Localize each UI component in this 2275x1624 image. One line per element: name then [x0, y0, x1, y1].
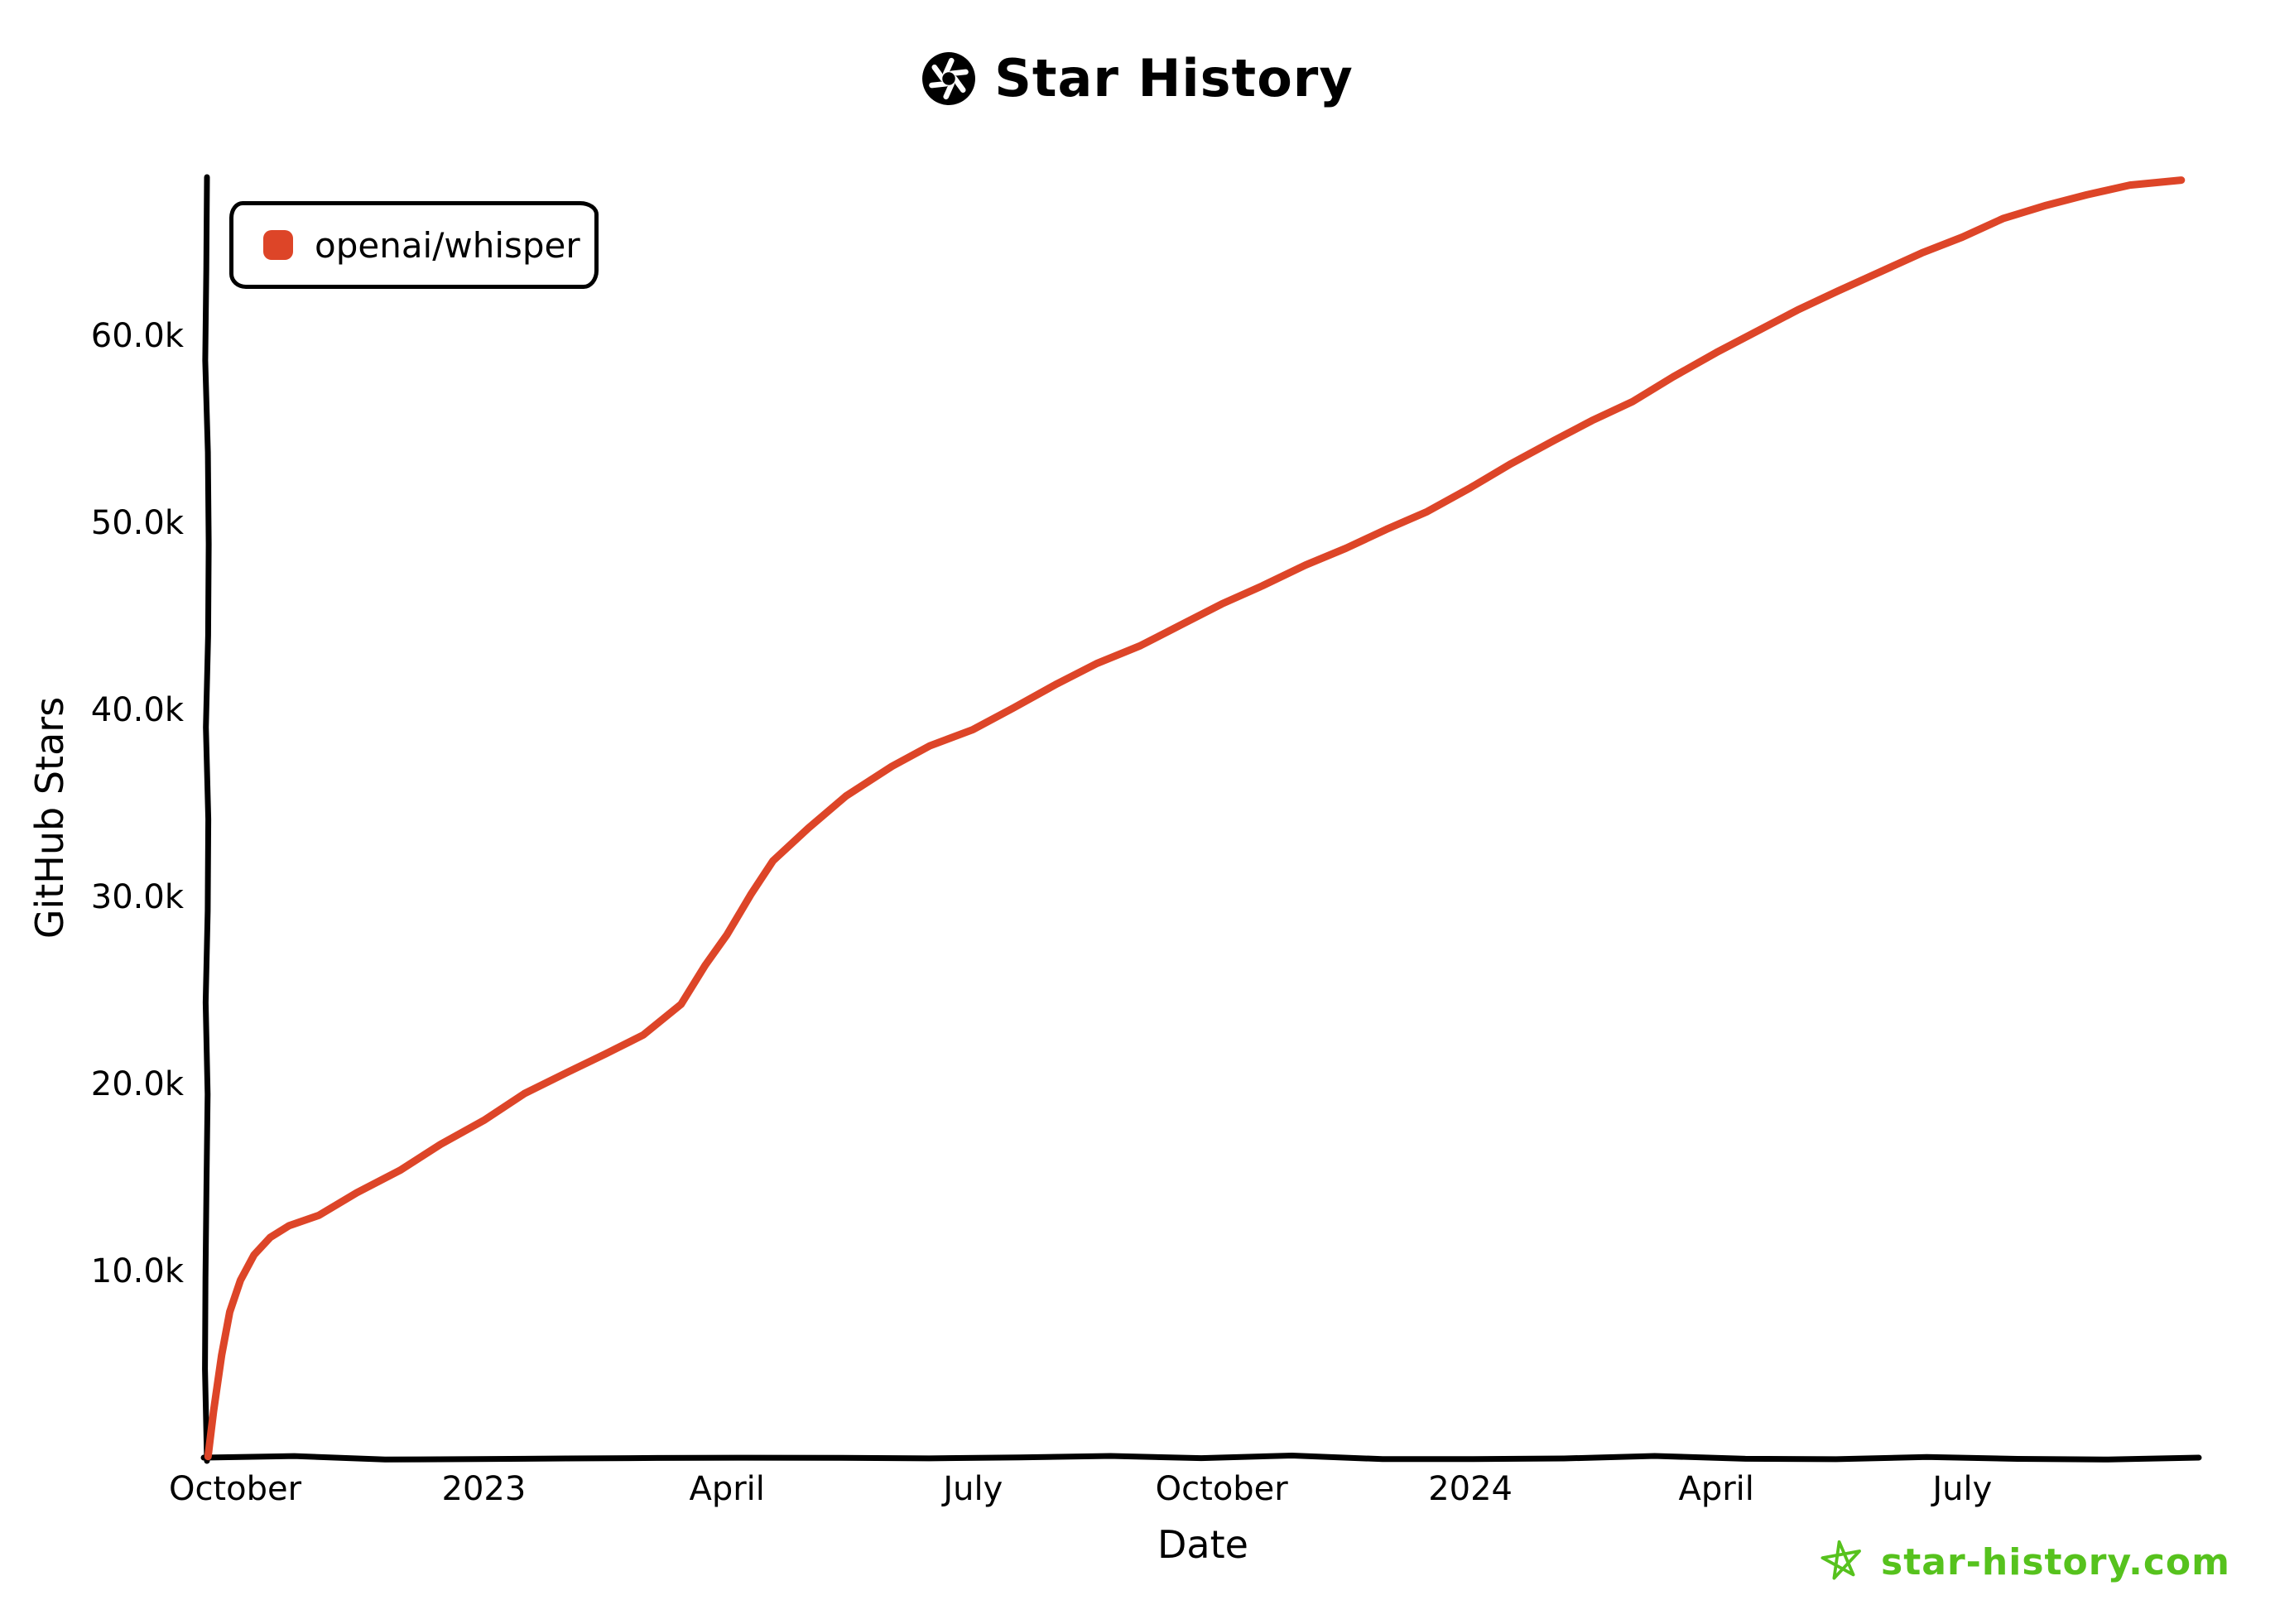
x-tick-label: July — [1930, 1470, 1992, 1508]
x-tick-label: April — [1678, 1470, 1753, 1508]
y-tick-label: 10.0k — [91, 1252, 185, 1290]
y-tick-label: 20.0k — [91, 1065, 185, 1103]
x-tick-label: 2023 — [442, 1470, 527, 1508]
x-tick-label: 2024 — [1428, 1470, 1513, 1508]
site-footer: star-history.com — [1818, 1538, 2230, 1586]
legend[interactable]: openai/whisper — [229, 201, 599, 289]
x-tick-label: October — [1156, 1470, 1289, 1508]
y-tick-label: 30.0k — [91, 878, 185, 916]
legend-series-label: openai/whisper — [315, 224, 580, 266]
star-doodle-icon — [1818, 1538, 1866, 1586]
y-tick-label: 50.0k — [91, 504, 185, 542]
x-axis-line — [200, 1452, 2202, 1463]
series-line-openai-whisper[interactable] — [204, 176, 2186, 1461]
y-tick-label: 40.0k — [91, 691, 185, 729]
title-text: Star History — [994, 48, 1354, 108]
x-tick-label: July — [940, 1470, 1003, 1508]
x-tick-label: April — [689, 1470, 764, 1508]
page-title: Star History — [0, 48, 2275, 108]
y-tick-label: 60.0k — [91, 317, 185, 355]
y-axis-line — [202, 174, 212, 1464]
x-axis-title: Date — [1157, 1522, 1248, 1567]
openai-logo-icon — [921, 51, 976, 106]
x-tick-label: October — [169, 1470, 302, 1508]
y-axis-title: GitHub Stars — [27, 697, 72, 939]
legend-marker — [263, 230, 293, 260]
site-name: star-history.com — [1881, 1540, 2230, 1583]
